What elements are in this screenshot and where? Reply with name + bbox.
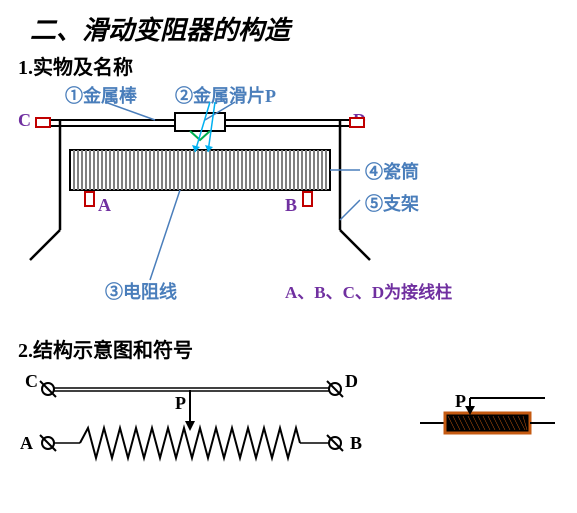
subtitle-2: 2.结构示意图和符号 bbox=[18, 334, 567, 363]
subtitle-1: 1.实物及名称 bbox=[18, 51, 567, 80]
main-title: 二、滑动变阻器的构造 bbox=[30, 10, 567, 47]
diagram-physical: ①金属棒 ②金属滑片P ④瓷筒 ⑤支架 ③电阻线 A、B、C、D为接线柱 C D… bbox=[10, 80, 577, 330]
schematic-svg bbox=[10, 363, 577, 493]
diagram-schematic: C D A B P P bbox=[10, 363, 577, 513]
physical-svg bbox=[10, 80, 430, 310]
